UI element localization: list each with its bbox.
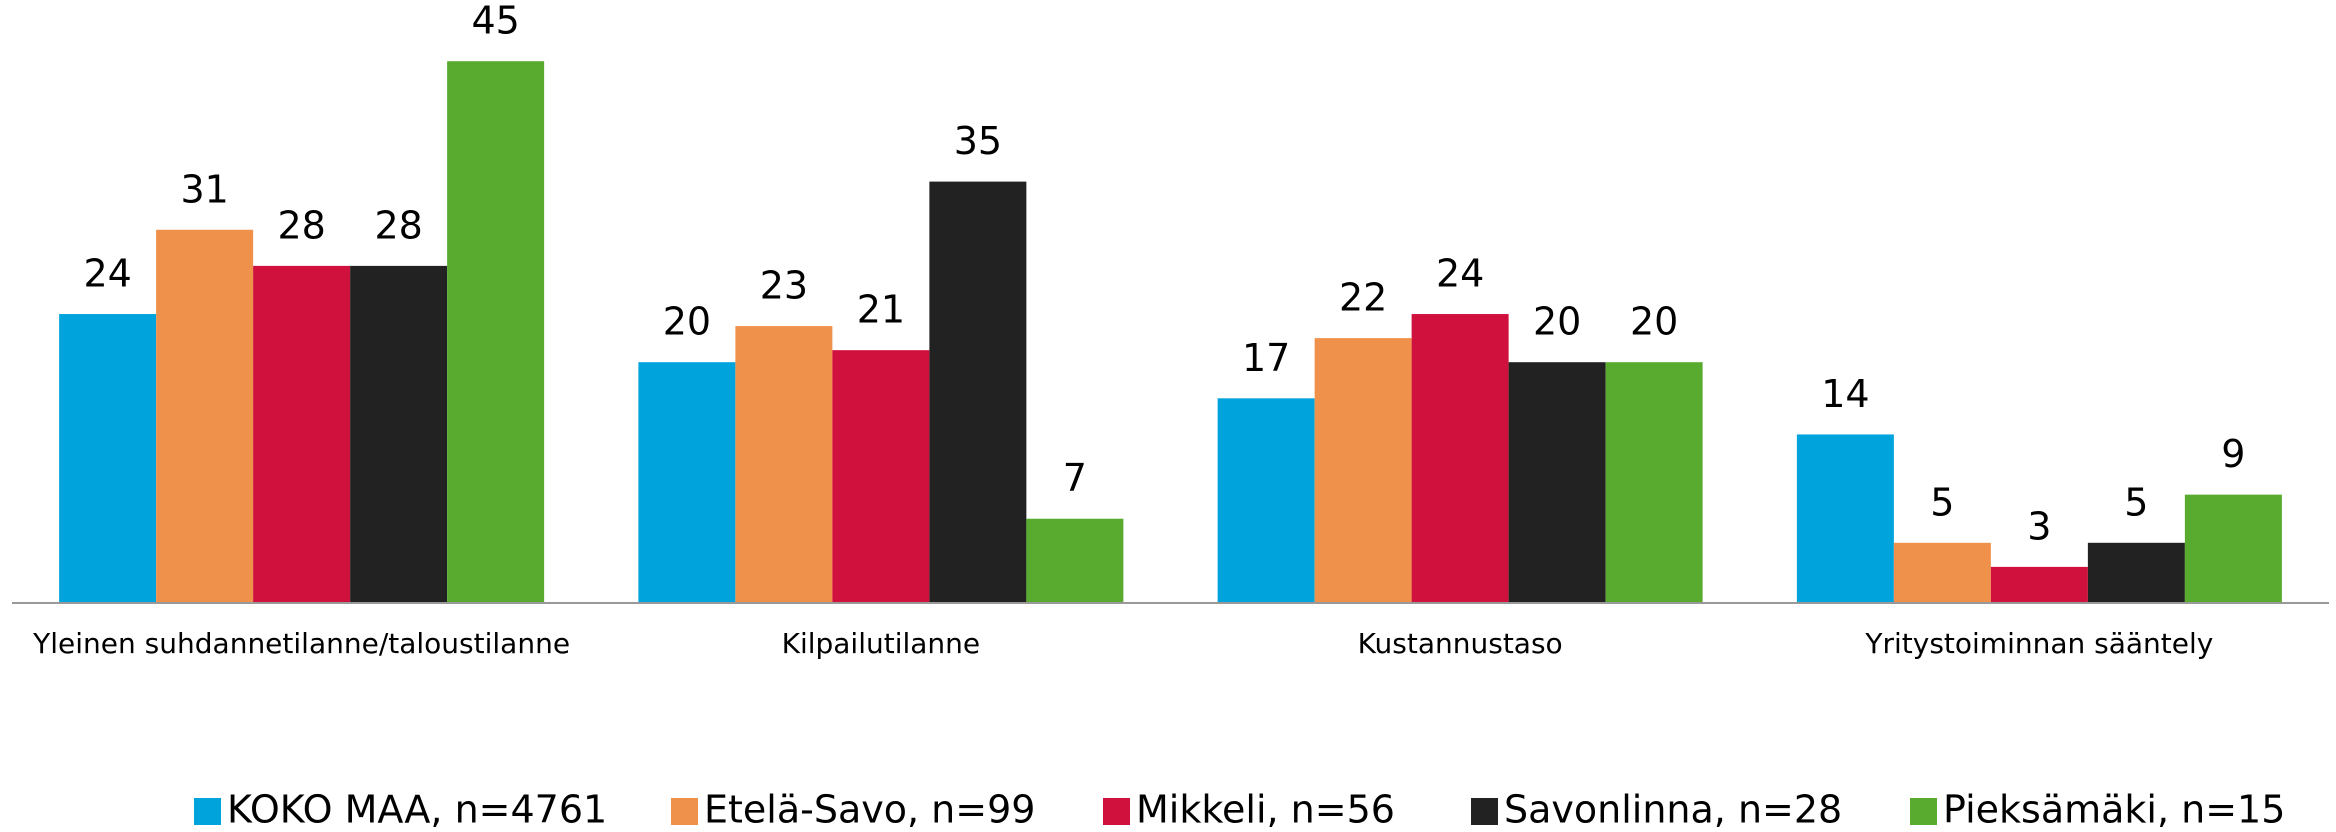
bar	[1796, 434, 1894, 603]
bar	[1411, 314, 1509, 603]
value-label: 31	[180, 167, 228, 211]
legend-label: Mikkeli, n=56	[1136, 788, 1395, 832]
bar	[929, 181, 1027, 603]
bar	[350, 265, 448, 603]
bar	[1605, 362, 1703, 603]
bar	[1893, 542, 1991, 603]
value-label: 5	[1930, 480, 1954, 524]
bar	[638, 362, 736, 603]
bar	[253, 265, 351, 603]
bar	[156, 229, 254, 603]
value-label: 20	[663, 300, 711, 344]
bar	[447, 61, 545, 603]
value-label: 45	[471, 0, 519, 43]
value-label: 24	[1436, 252, 1484, 296]
bar	[1508, 362, 1606, 603]
value-label: 20	[1630, 300, 1678, 344]
bar	[2087, 542, 2185, 603]
bar	[2184, 494, 2282, 603]
x-tick-label: Yleinen suhdannetilanne/taloustilanne	[32, 627, 570, 660]
value-label: 5	[2124, 480, 2148, 524]
value-label: 28	[277, 203, 325, 247]
value-label: 22	[1339, 276, 1387, 320]
value-label: 9	[2221, 432, 2245, 476]
value-label: 7	[1063, 456, 1087, 500]
bar	[1314, 338, 1412, 603]
x-tick-label: Kustannustaso	[1358, 627, 1563, 660]
legend-swatch	[1103, 798, 1130, 825]
value-label: 35	[954, 119, 1002, 163]
value-label: 14	[1821, 372, 1869, 416]
value-label: 23	[760, 264, 808, 308]
bar	[1217, 398, 1315, 603]
value-label: 20	[1533, 300, 1581, 344]
value-label: 24	[83, 252, 131, 296]
bar	[832, 350, 930, 603]
bar	[59, 314, 157, 603]
value-label: 17	[1242, 336, 1290, 380]
value-label: 28	[374, 203, 422, 247]
legend-label: Savonlinna, n=28	[1504, 788, 1842, 832]
legend-label: Pieksämäki, n=15	[1943, 788, 2285, 832]
legend-swatch	[194, 798, 221, 825]
legend-label: Etelä-Savo, n=99	[704, 788, 1035, 832]
x-tick-label: Yritystoiminnan sääntely	[1864, 627, 2213, 660]
value-label: 3	[2027, 504, 2051, 548]
bar	[735, 326, 833, 603]
bar	[1990, 566, 2088, 603]
legend-label: KOKO MAA, n=4761	[227, 788, 607, 832]
legend-swatch	[1910, 798, 1937, 825]
x-tick-label: Kilpailutilanne	[782, 627, 981, 660]
value-label: 21	[857, 288, 905, 332]
legend-swatch	[671, 798, 698, 825]
legend-swatch	[1471, 798, 1498, 825]
bar	[1026, 518, 1124, 603]
